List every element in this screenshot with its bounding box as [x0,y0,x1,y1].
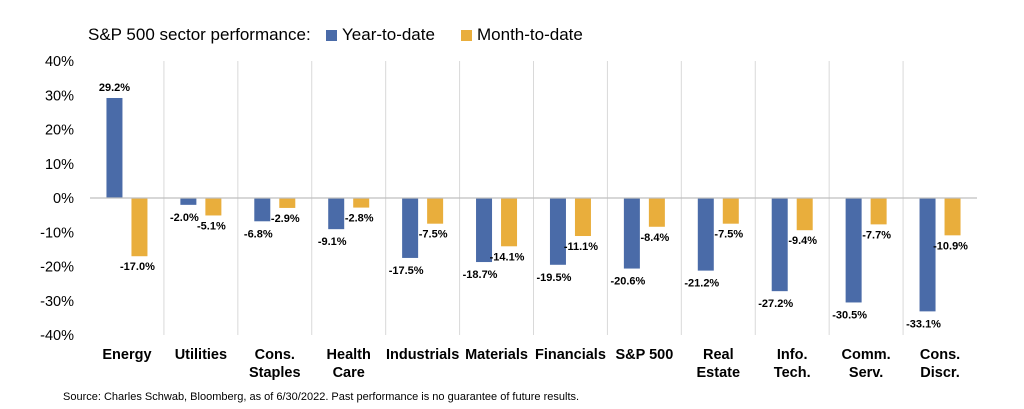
data-label-ytd: -21.2% [684,278,719,290]
legend-label-ytd: Year-to-date [342,25,435,44]
bar-mtd [131,198,148,257]
chart-title: S&P 500 sector performance: [88,25,311,44]
data-label-mtd: -2.8% [345,213,374,225]
bar-mtd [574,198,591,237]
data-label-mtd: -8.4% [641,232,670,244]
bar-mtd [279,198,296,208]
y-tick-label: -40% [40,328,74,344]
data-label-mtd: -7.5% [419,229,448,241]
legend-swatch-mtd [461,30,472,41]
data-label-ytd: -27.2% [758,298,793,310]
bar-mtd [353,198,370,208]
data-label-ytd: -17.5% [389,265,424,277]
data-labels: 29.2% -17.0% -2.0%-5.1% -6.8% -2.9% -9.1% -2.8… [99,82,968,330]
x-category-label: Financials [535,347,606,363]
bar-mtd [722,198,739,224]
data-label-ytd: -20.6% [610,276,645,288]
bar-ytd [697,198,714,271]
y-tick-label: 10% [45,157,74,173]
bar-mtd [796,198,813,231]
data-label-ytd: 29.2% [99,82,130,94]
bar-ytd [845,198,862,303]
data-label-mtd: -2.9% [271,213,300,225]
legend-label-mtd: Month-to-date [477,25,583,44]
y-tick-label: 30% [45,88,74,104]
bar-mtd [501,198,518,247]
y-tick-label: 0% [53,191,74,207]
bar-mtd [205,198,222,216]
y-tick-label: -30% [40,294,74,310]
data-label-mtd: -14.1% [490,251,525,263]
bar-mtd [648,198,665,227]
source-note: Source: Charles Schwab, Bloomberg, as of… [63,391,579,403]
bar-ytd [106,97,123,198]
bar-ytd [402,198,419,258]
data-label-mtd: -9.4% [788,235,817,247]
data-label-ytd: -30.5% [832,309,867,321]
data-label-mtd: -5.1% [197,220,226,232]
data-label-mtd: -17.0% [120,261,155,273]
x-category-label: Industrials [386,347,459,363]
data-label-ytd: -18.7% [463,269,498,281]
bar-ytd [771,198,788,292]
data-label-mtd: -7.5% [714,229,743,241]
bar-mtd [944,198,961,236]
x-category-label: Health Care [327,347,371,381]
bar-ytd [476,198,493,263]
x-axis: Energy Utilities Cons. Staples Health Care Ind… [102,347,960,381]
bar-mtd [870,198,887,225]
data-label-ytd: -2.0% [170,212,199,224]
bar-ytd [623,198,640,269]
x-category-label: Materials [465,347,528,363]
y-tick-label: 20% [45,123,74,139]
x-category-label: S&P 500 [615,347,673,363]
x-category-label: Cons. Discr. [920,347,960,381]
bar-ytd [254,198,271,222]
x-category-label: Info. Tech. [774,347,811,381]
bar-mtd [427,198,444,224]
x-category-label: Energy [102,347,151,363]
x-category-label: Comm. Serv. [842,347,891,381]
y-axis: 40% 30% 20% 10% 0% -10% -20% -30% -40% [40,54,74,344]
data-label-ytd: -9.1% [318,236,347,248]
data-label-ytd: -33.1% [906,318,941,330]
bar-ytd [549,198,566,265]
x-category-label: Real Estate [697,347,741,381]
data-label-ytd: -6.8% [244,228,273,240]
data-label-ytd: -19.5% [537,272,572,284]
y-tick-label: -20% [40,260,74,276]
x-category-label: Utilities [175,347,227,363]
chart-header: S&P 500 sector performance: Year-to-date… [88,25,583,44]
data-label-mtd: -10.9% [933,240,968,252]
bar-ytd [180,198,197,205]
y-tick-label: 40% [45,54,74,70]
bars [106,97,961,312]
data-label-mtd: -7.7% [862,229,891,241]
x-category-label: Cons. Staples [249,347,301,381]
bar-ytd [328,198,345,230]
y-tick-label: -10% [40,225,74,241]
data-label-mtd: -11.1% [564,241,598,253]
legend-swatch-ytd [326,30,337,41]
bar-ytd [919,198,936,312]
